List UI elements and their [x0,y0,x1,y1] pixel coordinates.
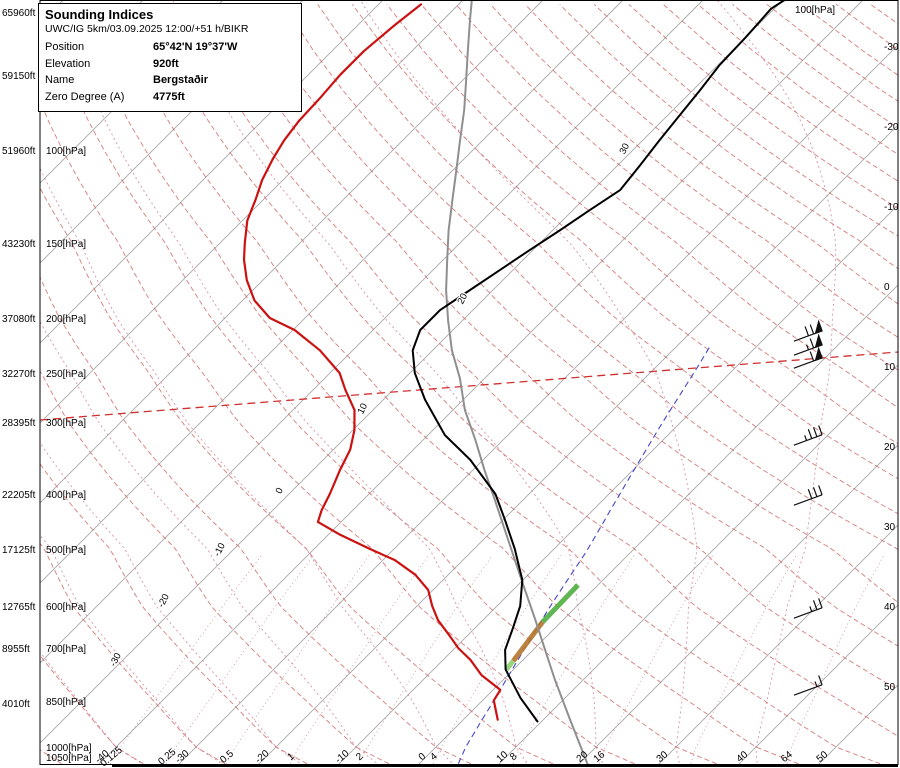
temp-label-bottom: -20 [253,748,271,766]
pressure-label: 700[hPa] [46,644,86,655]
info-row-position: Position 65°42'N 19°37'W [45,39,291,56]
moist-adiabat-label: 0 [274,486,286,496]
temperature-curve [411,0,786,723]
temp-label-right: 20 [884,442,896,453]
altitude-label: 51960ft [2,146,36,157]
mixing-construction-line [457,346,711,764]
temp-label-bottom: 20 [575,749,591,765]
moist-adiabat-label: 10 [355,402,370,416]
moist-adiabat-label: -20 [156,592,172,609]
info-row-label: Elevation [45,57,91,70]
pressure-label: 150[hPa] [46,239,86,250]
temp-label-right: -30 [884,42,899,53]
info-row-value: 65°42'N 19°37'W [153,41,238,53]
temp-label-right: 10 [884,362,896,373]
info-row-value: 920ft [153,57,179,70]
info-row-label: Name [45,74,75,86]
info-row-elevation: Elevation 920ft [45,56,291,73]
parcel-curve [445,0,589,765]
temp-label-bottom: -30 [173,748,191,766]
altitude-label: 28395ft [2,418,36,429]
altitude-label: 43230ft [2,239,36,250]
chart-frame [39,0,899,765]
moist-adiabat-label: 30 [617,142,632,156]
mixing-ratio-label: 16 [592,749,608,765]
cape-segment [540,583,580,624]
mixing-ratio-label: 4 [428,751,440,763]
temp-label-bottom: 10 [495,749,511,765]
info-row-label: Position [45,41,85,53]
tropopause-line [40,351,898,421]
temp-label-bottom: 50 [815,749,831,765]
mixing-ratio-label: 0.5 [218,748,236,766]
pressure-label: 300[hPa] [46,418,86,429]
mixing-ratio-label: 1 [285,751,297,763]
info-subtitle: UWC/IG 5km/03.09.2025 12:00/+51 h/BIKR [45,23,249,35]
altitude-label: 32270ft [2,369,36,380]
info-row-zero-degree: Zero Degree (A) 4775ft [45,89,291,106]
moist-adiabat-label: -30 [108,651,124,668]
info-title: Sounding Indices [45,7,154,22]
info-row-value: 4775ft [153,90,185,103]
temp-label-right: 30 [884,522,896,533]
sounding-info-box: Sounding Indices UWC/IG 5km/03.09.2025 1… [38,3,302,112]
altitude-label: 4010ft [2,699,30,710]
moist-adiabat-label: 20 [455,292,470,306]
grid-moist-adiabats [40,0,837,764]
altitude-label: 65960ft [2,8,36,19]
temp-label-right: -10 [884,202,899,213]
temp-label-right: 0 [884,282,890,293]
wind-barbs [793,319,823,696]
pressure-label: 600[hPa] [46,602,86,613]
temp-label-bottom: 0 [417,751,429,763]
altitude-label: 12765ft [2,602,36,613]
altitude-label: 8955ft [2,644,30,655]
temp-label-right: -20 [884,122,899,133]
mixing-ratio-label: 2 [354,751,366,763]
info-row-label: Zero Degree (A) [45,90,125,103]
temp-label-bottom: 30 [655,749,671,765]
lcl-segment [504,659,516,671]
pressure-label: 1050[hPa] [46,753,92,764]
altitude-label: 37080ft [2,314,36,325]
pressure-label: 100[hPa] [46,146,86,157]
pressure-label-top-right: 100[hPa] [795,5,835,16]
temp-label-bottom: -10 [333,748,351,766]
altitude-label: 17125ft [2,545,36,556]
pressure-label: 400[hPa] [46,490,86,501]
pressure-label: 200[hPa] [46,314,86,325]
info-row-value: Bergstaðir [153,74,209,86]
temp-label-bottom: 40 [735,749,751,765]
temp-label-right: 50 [884,682,896,693]
mixing-ratio-label: 64 [779,749,795,765]
dewpoint-curve [242,3,502,721]
altitude-label: 22205ft [2,490,36,501]
moist-adiabat-label: -10 [212,541,228,558]
grid-mixing-ratio-lines [109,554,885,764]
altitude-label: 59150ft [2,71,36,82]
pressure-label: 850[hPa] [46,697,86,708]
temp-label-right: 40 [884,602,896,613]
info-row-name: Name Bergstaðir [45,72,291,89]
pressure-label: 1000[hPa] [46,743,92,754]
mixing-ratio-label: 8 [508,751,520,763]
pressure-label: 500[hPa] [46,545,86,556]
pressure-label: 250[hPa] [46,369,86,380]
grid-dry-adiabats [40,4,898,765]
